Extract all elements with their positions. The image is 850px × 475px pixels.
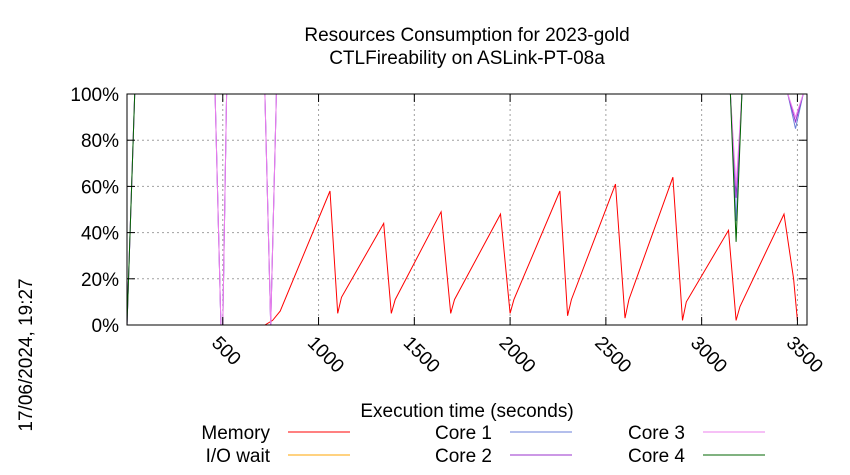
series-lines — [126, 93, 807, 326]
grid — [127, 94, 807, 325]
x-tick-label: 1000 — [303, 333, 348, 378]
legend-label-core-4: Core 4 — [628, 446, 685, 467]
x-tick-label: 1500 — [399, 333, 444, 378]
y-axis-ticks: 0% 20% 40% 60% 80% 100% — [70, 85, 807, 337]
legend-label-core-2: Core 2 — [435, 446, 492, 467]
x-axis-label: Execution time (seconds) — [360, 401, 573, 422]
x-tick-label: 2000 — [495, 333, 540, 378]
legend-label-i-o-wait: I/O wait — [206, 446, 271, 467]
y-tick-label: 80% — [81, 131, 119, 152]
y-tick-label: 60% — [81, 177, 119, 198]
y-tick-label: 20% — [81, 270, 119, 291]
x-tick-label: 2500 — [590, 333, 635, 378]
legend-label-core-1: Core 1 — [435, 423, 492, 444]
x-tick-label: 500 — [207, 333, 244, 370]
legend-label-core-3: Core 3 — [628, 423, 685, 444]
chart-subtitle: CTLFireability on ASLink-PT-08a — [329, 48, 605, 69]
series-line-core-4 — [126, 93, 807, 326]
y-tick-label: 100% — [70, 85, 119, 106]
x-tick-label: 3500 — [782, 333, 827, 378]
legend-label-memory: Memory — [201, 423, 270, 444]
series-line-memory — [127, 177, 798, 326]
plot-frame — [126, 93, 808, 326]
timestamp-label: 17/06/2024, 19:27 — [16, 278, 37, 431]
x-axis-ticks: 500 1000 1500 2000 2500 3000 3500 — [207, 94, 827, 378]
y-tick-label: 40% — [81, 224, 119, 245]
x-tick-label: 3000 — [686, 333, 731, 378]
y-tick-label: 0% — [92, 316, 120, 337]
chart-title: Resources Consumption for 2023-gold — [304, 25, 629, 46]
